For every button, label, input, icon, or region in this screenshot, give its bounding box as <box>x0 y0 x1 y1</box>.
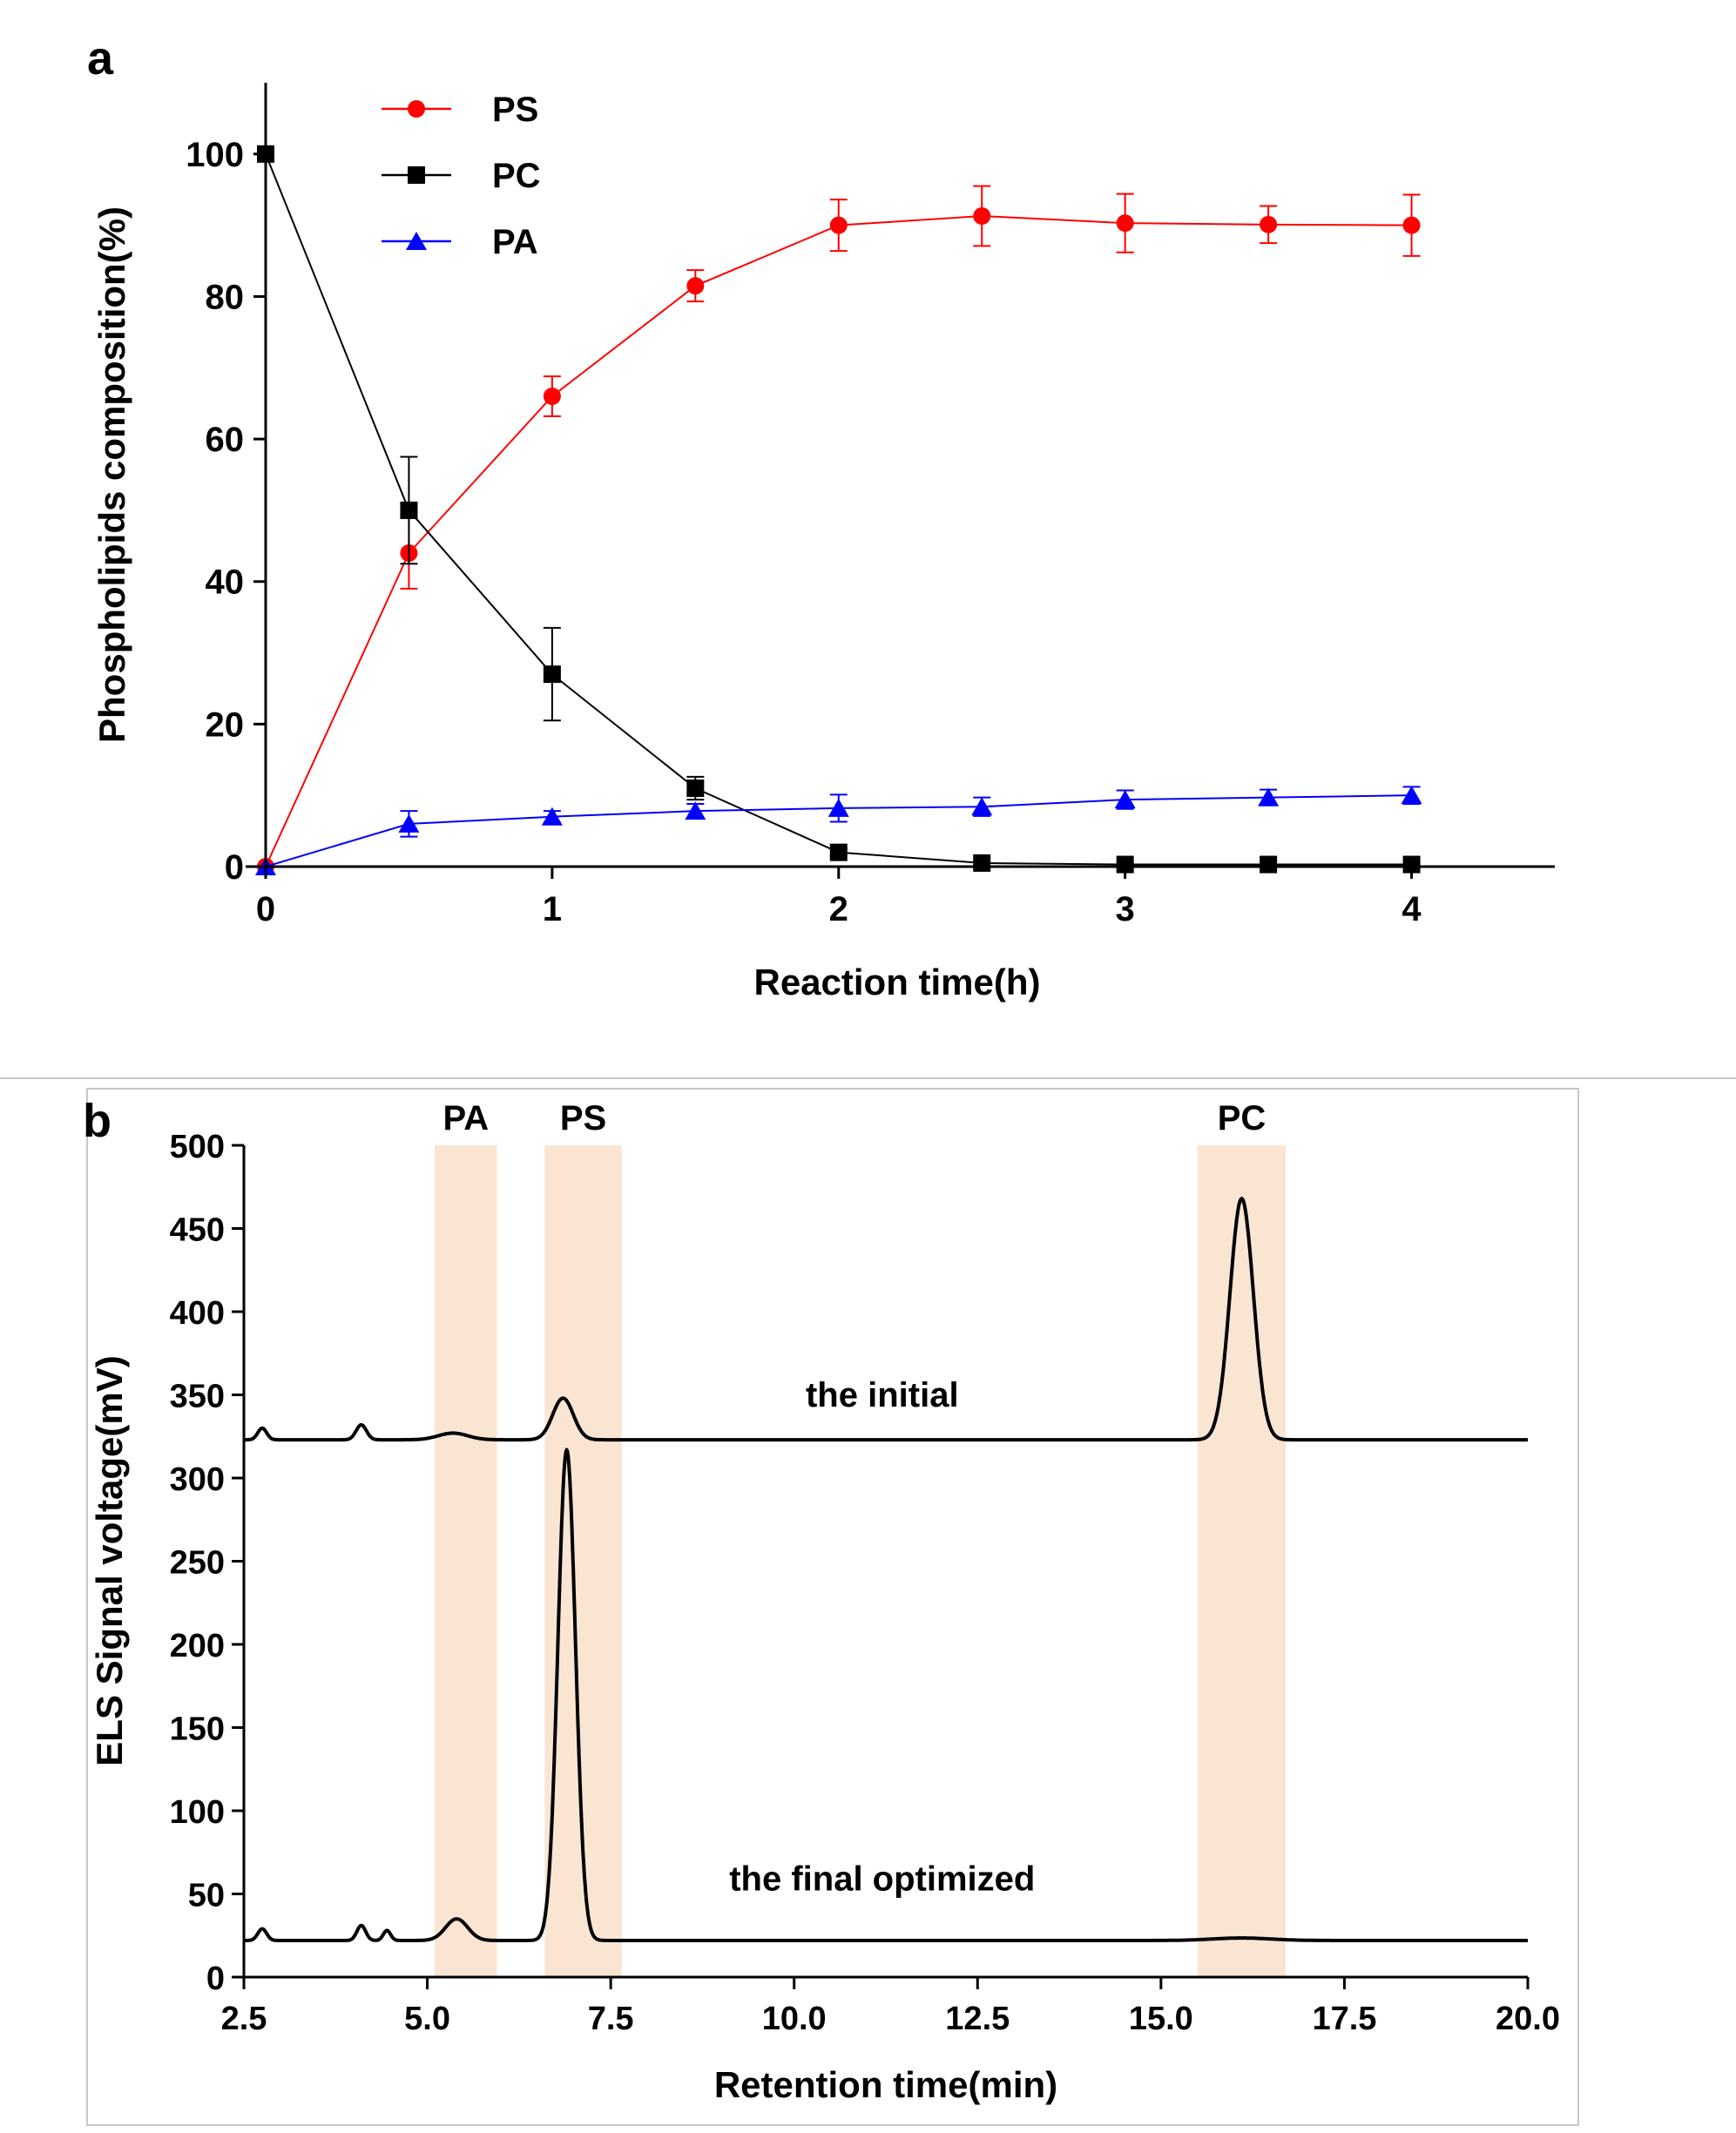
y-tick-label: 300 <box>170 1461 225 1498</box>
data-point-pc <box>1116 855 1134 874</box>
x-tick-label: 10.0 <box>762 2001 827 2037</box>
panel-b-frame <box>86 1088 1579 2126</box>
x-tick-label: 5.0 <box>404 2001 450 2037</box>
data-point-ps <box>543 388 561 405</box>
series-ps <box>257 185 1421 875</box>
data-point-ps <box>686 277 705 295</box>
panel-b-traces: the initial the final optimized <box>242 1197 1530 1942</box>
data-point-ps <box>1116 214 1134 233</box>
data-point-pa <box>1401 786 1422 805</box>
y-tick-label: 150 <box>170 1711 225 1748</box>
legend-entry-pc: PC <box>382 157 541 195</box>
x-tick-label: 15.0 <box>1129 2001 1193 2037</box>
data-point-ps <box>829 216 848 234</box>
trace-label: the final optimized <box>729 1860 1035 1899</box>
y-tick-label: 400 <box>170 1295 225 1332</box>
legend-marker-pa <box>406 232 427 250</box>
data-point-pc <box>400 501 418 519</box>
series-pa <box>255 786 1422 875</box>
data-point-pa <box>541 807 563 826</box>
band-label-ps: PS <box>560 1099 606 1137</box>
y-tick-label: 450 <box>170 1212 225 1249</box>
y-tick-label: 0 <box>225 848 244 887</box>
panel-a-y-ticks: 0 20 40 60 80 100 <box>186 136 266 887</box>
series-line-ps <box>265 214 1412 867</box>
y-tick-label: 250 <box>170 1545 225 1582</box>
series-line-pc <box>265 153 1412 866</box>
y-tick-label: 100 <box>170 1794 225 1831</box>
y-tick-label: 50 <box>188 1878 225 1914</box>
data-point-pa <box>971 797 993 816</box>
legend-label-ps: PS <box>492 91 538 129</box>
x-tick-label: 7.5 <box>588 2001 634 2037</box>
chromatogram-line <box>242 1197 1530 1442</box>
x-tick-label: 2 <box>829 890 848 928</box>
panel-a-plot <box>255 145 1422 875</box>
data-point-pa <box>398 813 420 833</box>
panel-a-ylabel: Phospholipids composition(%) <box>91 206 132 743</box>
y-tick-label: 200 <box>170 1628 225 1664</box>
legend-label-pa: PA <box>492 223 538 261</box>
x-tick-label: 20.0 <box>1496 2001 1560 2037</box>
trace-label: the initial <box>806 1376 959 1414</box>
data-point-ps <box>1260 215 1278 233</box>
data-point-pc <box>1402 855 1421 874</box>
data-point-pc <box>973 854 991 872</box>
data-point-ps <box>1402 216 1421 234</box>
y-tick-label: 60 <box>206 421 245 459</box>
legend-marker-ps <box>408 100 425 118</box>
y-tick-label: 0 <box>206 1961 225 1997</box>
legend-entry-pa: PA <box>382 223 538 261</box>
data-point-pc <box>543 665 561 684</box>
data-point-pa <box>685 801 706 820</box>
y-tick-label: 100 <box>186 136 244 174</box>
data-point-pc <box>829 843 848 861</box>
x-tick-label: 1 <box>543 890 562 928</box>
panel-a-legend: PS PC PA <box>382 91 541 261</box>
y-tick-label: 350 <box>170 1379 225 1415</box>
data-point-pc <box>686 780 705 797</box>
legend-marker-pc <box>408 166 425 184</box>
legend-entry-ps: PS <box>382 91 538 129</box>
panel-b-y-ticks: 0 50 100 150 200 250 300 350 400 450 500 <box>170 1129 244 1997</box>
x-tick-label: 3 <box>1116 890 1135 928</box>
y-tick-label: 500 <box>170 1129 225 1165</box>
panel-a-xlabel: Reaction time(h) <box>753 962 1040 1002</box>
panel-b-xlabel: Retention time(min) <box>714 2064 1057 2105</box>
data-point-pa <box>1114 790 1136 809</box>
panel-a-x-ticks: 0 1 2 3 4 <box>256 867 1422 928</box>
panel-a-label: a <box>87 32 114 84</box>
x-tick-label: 2.5 <box>221 2001 267 2037</box>
x-tick-label: 4 <box>1402 890 1422 928</box>
trace-0: the initial <box>242 1197 1530 1442</box>
panel-b-x-ticks: 2.5 5.0 7.5 10.0 12.5 15.0 17.5 20.0 <box>221 1977 1560 2037</box>
panel-b-label: b <box>83 1095 111 1147</box>
data-point-pa <box>827 798 849 817</box>
band-label-pc: PC <box>1218 1099 1267 1137</box>
data-point-pa <box>1258 787 1280 807</box>
data-point-ps <box>973 207 991 225</box>
chromatogram-line <box>242 1448 1530 1942</box>
legend-label-pc: PC <box>492 157 541 195</box>
highlight-band-pc <box>1197 1145 1287 1977</box>
y-tick-label: 40 <box>206 564 245 602</box>
series-pc <box>257 145 1421 874</box>
x-tick-label: 0 <box>256 890 275 928</box>
x-tick-label: 12.5 <box>945 2001 1010 2037</box>
y-tick-label: 80 <box>206 278 245 316</box>
highlight-band-pa <box>434 1145 497 1977</box>
x-tick-label: 17.5 <box>1312 2001 1376 2037</box>
trace-1: the final optimized <box>242 1448 1530 1942</box>
panel-b-ylabel: ELS Signal voltage(mV) <box>89 1355 130 1765</box>
band-label-pa: PA <box>442 1099 489 1137</box>
data-point-pc <box>1260 855 1278 874</box>
y-tick-label: 20 <box>206 705 245 744</box>
